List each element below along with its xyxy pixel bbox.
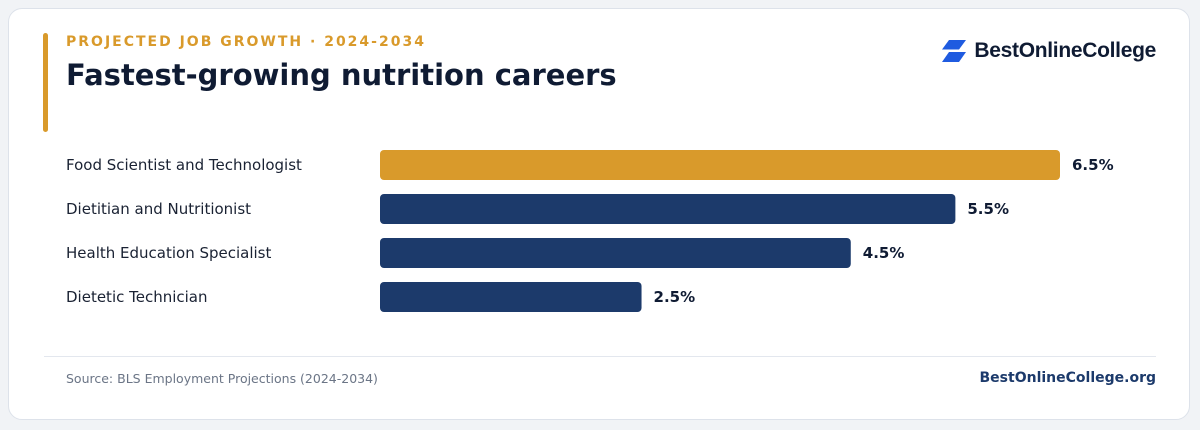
- value-label: 6.5%: [1072, 156, 1114, 174]
- chart-title: Fastest-growing nutrition careers: [66, 58, 617, 92]
- bar: [380, 238, 851, 268]
- footer-divider: [44, 356, 1156, 357]
- category-label: Dietetic Technician: [66, 288, 208, 306]
- brand-name: BestOnlineCollege: [974, 39, 1156, 62]
- bar: [380, 150, 1060, 180]
- accent-bar: [43, 33, 48, 132]
- source-note: Source: BLS Employment Projections (2024…: [66, 371, 378, 386]
- category-label: Health Education Specialist: [66, 244, 271, 262]
- brand-logo-icon: [942, 40, 967, 62]
- chart-eyebrow: PROJECTED JOB GROWTH · 2024-2034: [66, 34, 426, 50]
- category-label: Dietitian and Nutritionist: [66, 200, 251, 218]
- site-link[interactable]: BestOnlineCollege.org: [979, 370, 1156, 386]
- value-label: 5.5%: [967, 200, 1009, 218]
- brand-logo[interactable]: BestOnlineCollege: [942, 39, 1156, 63]
- value-label: 2.5%: [654, 288, 696, 306]
- category-label: Food Scientist and Technologist: [66, 156, 302, 174]
- bar: [380, 282, 642, 312]
- value-label: 4.5%: [863, 244, 905, 262]
- bar: [380, 194, 956, 224]
